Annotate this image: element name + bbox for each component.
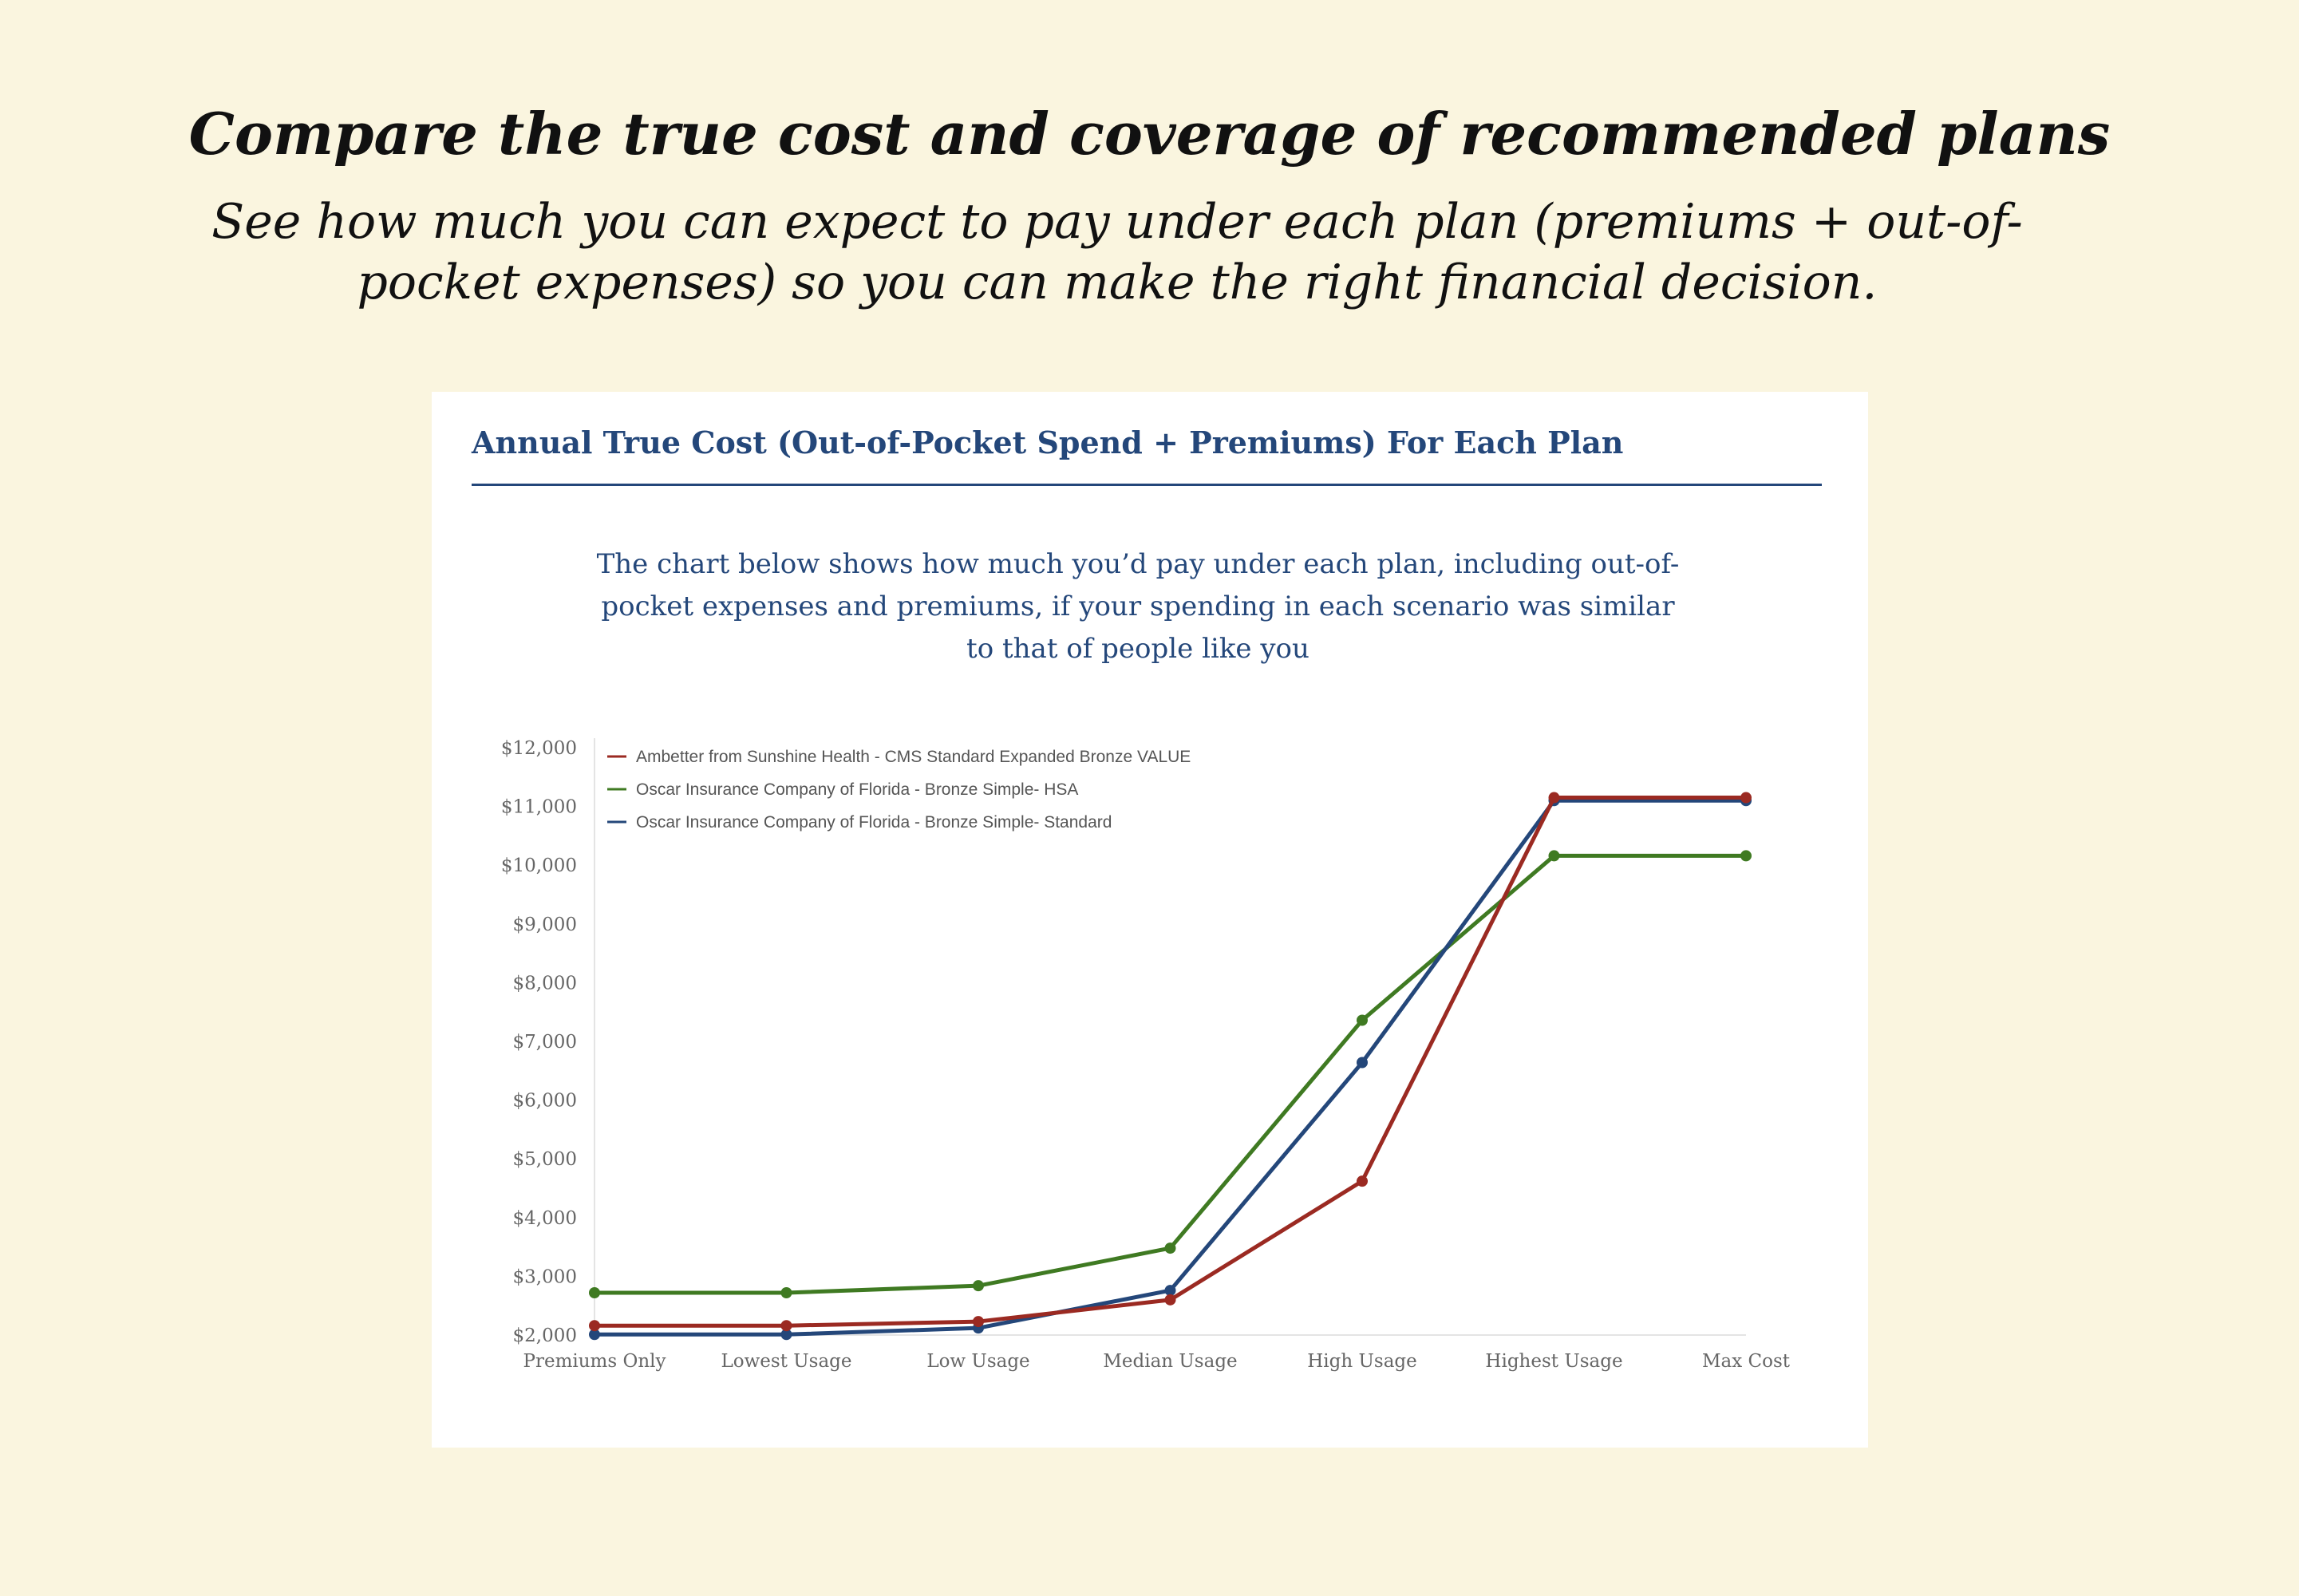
- chart-series: [589, 792, 1752, 1341]
- data-point: [589, 1329, 600, 1341]
- series-line: [592, 798, 1748, 1337]
- x-tick-label: Median Usage: [1103, 1351, 1237, 1372]
- y-tick-label: $10,000: [501, 855, 577, 876]
- data-point: [780, 1287, 792, 1299]
- page-subtitle: See how much you can expect to pay under…: [211, 194, 2023, 310]
- y-tick-label: $3,000: [513, 1266, 577, 1287]
- x-tick-label: Premiums Only: [523, 1351, 666, 1372]
- data-point: [780, 1329, 792, 1341]
- title-divider: [472, 484, 1822, 486]
- data-point: [973, 1280, 984, 1292]
- chart-card: Annual True Cost (Out-of-Pocket Spend + …: [432, 392, 1868, 1448]
- legend-label: Oscar Insurance Company of Florida - Bro…: [636, 813, 1112, 832]
- y-tick-label: $11,000: [501, 797, 577, 818]
- y-tick-label: $2,000: [513, 1325, 577, 1346]
- y-tick-label: $6,000: [513, 1091, 577, 1112]
- data-point: [1740, 792, 1752, 804]
- page-title: Compare the true cost and coverage of re…: [188, 100, 2111, 168]
- data-point: [1164, 1294, 1176, 1306]
- line-chart: $2,000 $3,000 $4,000 $5,000 $6,000 $7,000 $8,0…: [501, 738, 1791, 1372]
- data-point: [589, 1320, 600, 1332]
- x-tick-label: Highest Usage: [1485, 1351, 1622, 1372]
- data-point: [780, 1320, 792, 1332]
- data-point: [1164, 1285, 1176, 1297]
- y-tick-label: $5,000: [513, 1149, 577, 1170]
- data-point: [1548, 850, 1560, 862]
- data-point: [1357, 1057, 1368, 1069]
- data-point: [1357, 1175, 1368, 1187]
- data-point: [1164, 1242, 1176, 1254]
- data-point: [1357, 1014, 1368, 1026]
- legend-label: Oscar Insurance Company of Florida - Bro…: [636, 780, 1078, 799]
- y-tick-label: $4,000: [513, 1208, 577, 1229]
- y-tick-label: $12,000: [501, 738, 577, 759]
- chart-description: The chart below shows how much you’d pay…: [596, 548, 1680, 665]
- y-tick-label: $7,000: [513, 1032, 577, 1053]
- x-tick-label: Max Cost: [1702, 1351, 1791, 1372]
- x-tick-label: Lowest Usage: [721, 1351, 851, 1372]
- y-tick-label: $9,000: [513, 915, 577, 935]
- x-tick-label: Low Usage: [926, 1351, 1029, 1372]
- chart-axes: $2,000 $3,000 $4,000 $5,000 $6,000 $7,000 $8,0…: [501, 738, 1791, 1372]
- x-tick-label: High Usage: [1307, 1351, 1417, 1372]
- y-tick-label: $8,000: [513, 973, 577, 994]
- legend-label: Ambetter from Sunshine Health - CMS Stan…: [636, 748, 1191, 766]
- chart-card-title: Annual True Cost (Out-of-Pocket Spend + …: [472, 425, 1624, 460]
- data-point: [973, 1316, 984, 1328]
- data-point: [1548, 792, 1560, 804]
- data-point: [1740, 850, 1752, 862]
- chart-legend: Ambetter from Sunshine Health - CMS Stan…: [607, 748, 1191, 832]
- data-point: [589, 1287, 600, 1299]
- series-line: [592, 853, 1748, 1295]
